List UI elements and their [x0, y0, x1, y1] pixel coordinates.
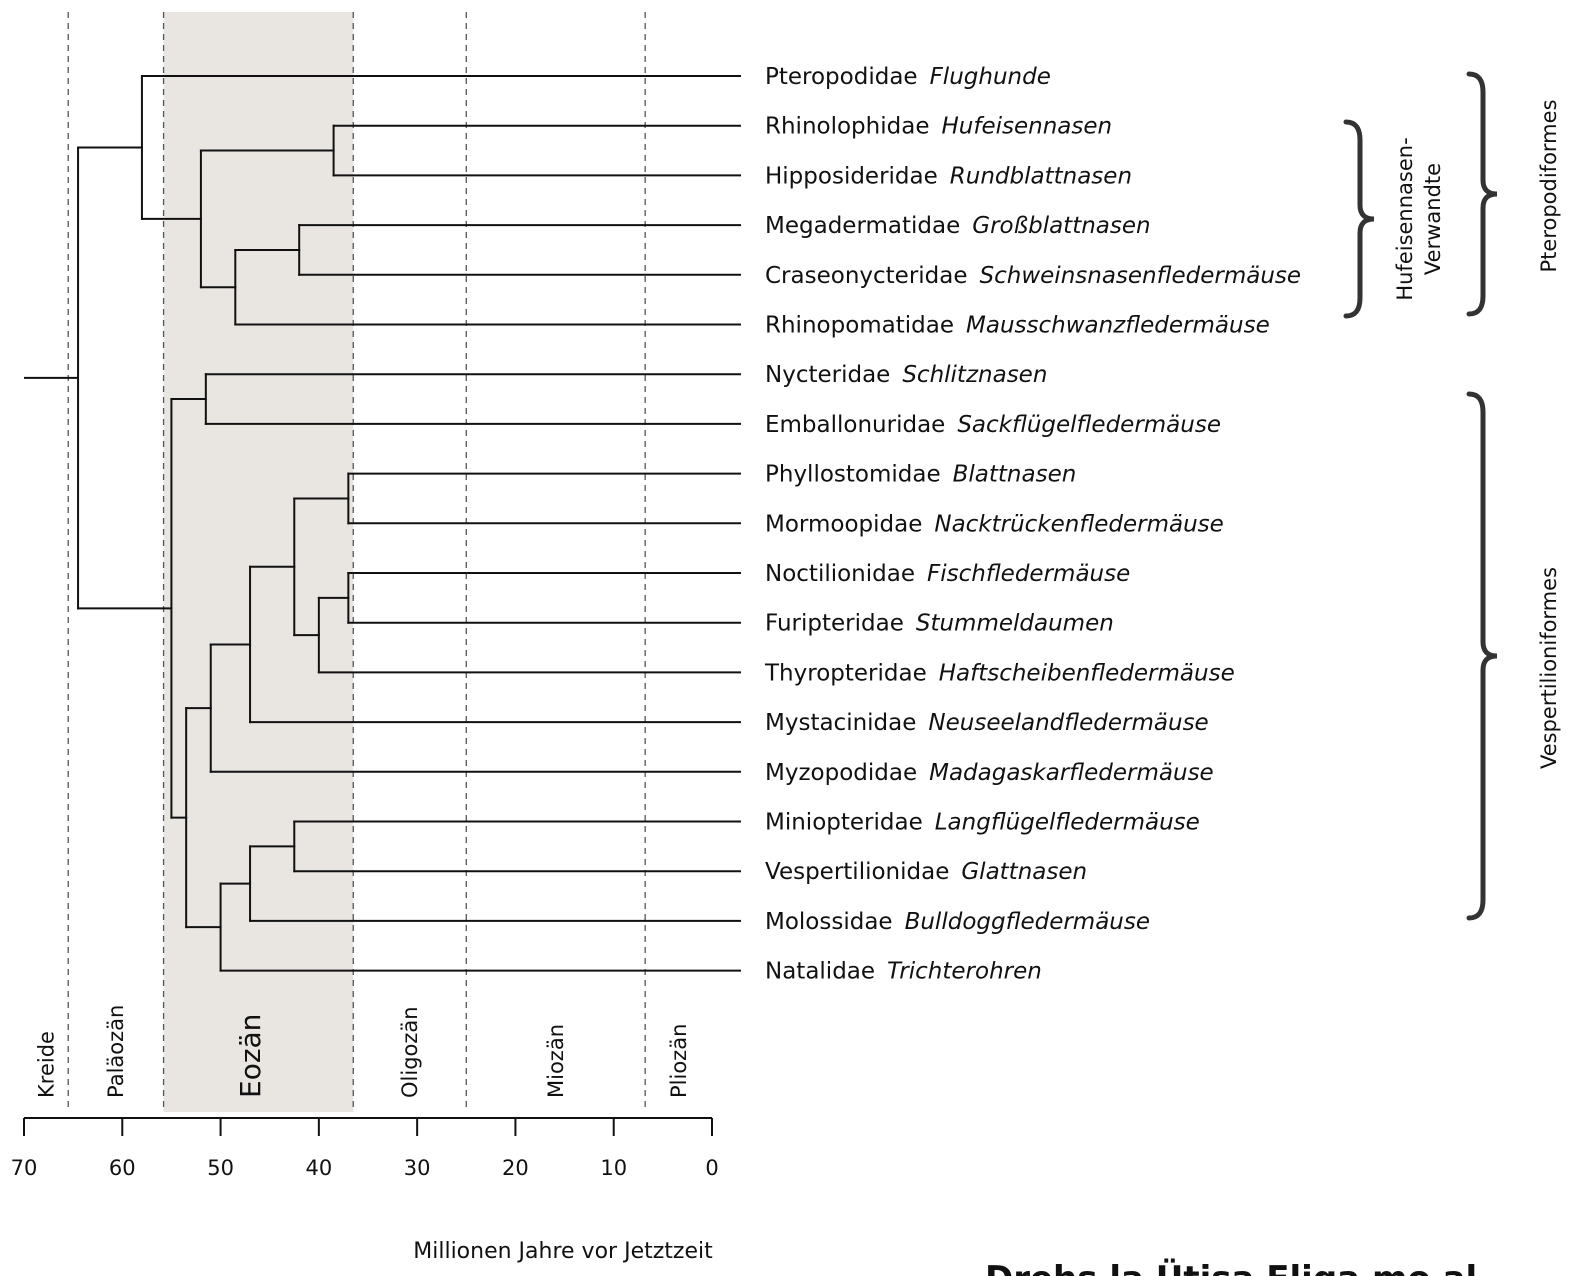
taxon-label: Thyropteridae Haftscheibenfledermäuse	[764, 660, 1235, 686]
pteropodiformes-brace	[1466, 71, 1498, 317]
phylogenetic-tree	[24, 75, 741, 972]
epoch-label-5: Pliozän	[667, 1024, 691, 1098]
epoch-label-2: Eozän	[234, 1014, 267, 1098]
taxon-family-name: Phyllostomidae	[765, 462, 941, 488]
taxon-family-name: Mystacinidae	[765, 710, 916, 736]
taxon-label: Mormoopidae Nacktrückenfledermäuse	[765, 511, 1224, 537]
eocene-shading	[163, 12, 354, 1112]
taxon-family-name: Nycteridae	[765, 362, 890, 388]
epoch-label-4: Miozän	[544, 1024, 568, 1098]
taxon-family-name: Mormoopidae	[765, 511, 922, 537]
taxon-family-name: Molossidae	[765, 909, 893, 935]
taxon-label: Emballonuridae Sackflügelfledermäuse	[765, 412, 1221, 438]
hufeisen-brace	[1343, 119, 1375, 319]
taxon-common-name: Glattnasen	[961, 859, 1087, 885]
axis-tick-label: 50	[207, 1156, 234, 1180]
eocene-band	[163, 12, 354, 1112]
taxon-family-name: Vespertilionidae	[765, 859, 949, 885]
axis-tick-label: 60	[109, 1156, 136, 1180]
taxon-common-name: Mausschwanzfledermäuse	[966, 313, 1270, 339]
taxon-common-name: Langflügelfledermäuse	[935, 810, 1200, 836]
taxon-common-name: Sackflügelfledermäuse	[957, 412, 1221, 438]
taxon-family-name: Rhinolophidae	[765, 114, 929, 140]
taxon-common-name: Hufeisennasen	[941, 114, 1112, 140]
taxon-common-name: Blattnasen	[953, 462, 1077, 488]
taxon-label: Vespertilionidae Glattnasen	[765, 859, 1087, 885]
taxon-family-name: Craseonycteridae	[765, 263, 968, 289]
taxon-label: Craseonycteridae Schweinsnasenfledermäuse	[765, 263, 1301, 289]
taxon-common-name: Stummeldaumen	[916, 611, 1114, 637]
axis-title: Millionen Jahre vor Jetztzeit	[413, 1239, 713, 1264]
taxon-label: Rhinopomatidae Mausschwanzfledermäuse	[765, 313, 1270, 339]
taxon-common-name: Rundblattnasen	[950, 163, 1132, 189]
taxon-family-name: Thyropteridae	[764, 660, 927, 686]
taxon-label: Pteropodidae Flughunde	[765, 64, 1051, 90]
epoch-label-3: Oligozän	[398, 1006, 422, 1098]
taxon-label: Noctilionidae Fischfledermäuse	[765, 561, 1130, 587]
taxon-common-name: Schlitznasen	[902, 362, 1047, 388]
taxon-common-name: Flughunde	[930, 64, 1051, 90]
taxon-family-name: Myzopodidae	[765, 760, 917, 786]
taxon-family-name: Hipposideridae	[765, 163, 938, 189]
taxon-common-name: Bulldoggfledermäuse	[905, 909, 1150, 935]
epoch-label-1: Paläozän	[104, 1005, 128, 1098]
epoch-boundaries	[67, 12, 646, 1112]
axis-tick-label: 70	[11, 1156, 38, 1180]
group-brackets: Hufeisennasen- Verwandte Pteropodiformes Ve…	[1343, 71, 1561, 921]
taxon-family-name: Miniopteridae	[765, 810, 923, 836]
taxon-family-name: Megadermatidae	[765, 213, 960, 239]
taxon-common-name: Trichterohren	[887, 959, 1042, 985]
taxon-family-name: Natalidae	[765, 959, 875, 985]
axis-tick-label: 30	[404, 1156, 431, 1180]
taxon-family-name: Furipteridae	[765, 611, 904, 637]
taxon-common-name: Großblattnasen	[972, 213, 1150, 239]
group-label-hufeisen-1: Hufeisennasen-	[1393, 137, 1417, 300]
taxon-common-name: Neuseelandfledermäuse	[928, 710, 1208, 736]
taxon-family-name: Noctilionidae	[765, 561, 915, 587]
taxon-label: Mystacinidae Neuseelandfledermäuse	[765, 710, 1209, 736]
group-label-hufeisen-2: Verwandte	[1421, 163, 1445, 275]
time-axis: 70 60 50 40 30 20 10 0	[11, 1117, 719, 1180]
taxon-label: Phyllostomidae Blattnasen	[765, 462, 1076, 488]
axis-tick-label: 0	[705, 1156, 718, 1180]
taxon-common-name: Haftscheibenfledermäuse	[939, 660, 1235, 686]
epoch-labels: Kreide Paläozän Eozän Oligozän Miozän Pliozän	[34, 1005, 690, 1098]
taxon-family-name: Emballonuridae	[765, 412, 945, 438]
taxon-label: Furipteridae Stummeldaumen	[765, 611, 1114, 637]
axis-tick-label: 40	[305, 1156, 332, 1180]
taxon-label: Hipposideridae Rundblattnasen	[765, 163, 1132, 189]
vespertilioniformes-brace	[1466, 391, 1498, 921]
taxon-label: Megadermatidae Großblattnasen	[765, 213, 1151, 239]
taxon-label: Nycteridae Schlitznasen	[765, 362, 1047, 388]
axis-tick-label: 20	[502, 1156, 529, 1180]
taxon-family-name: Rhinopomatidae	[765, 313, 954, 339]
taxon-family-name: Pteropodidae	[765, 64, 918, 90]
taxon-common-name: Nacktrückenfledermäuse	[934, 511, 1223, 537]
axis-tick-label: 10	[600, 1156, 627, 1180]
taxon-label: Natalidae Trichterohren	[765, 959, 1042, 985]
taxon-label: Miniopteridae Langflügelfledermäuse	[765, 810, 1200, 836]
taxon-common-name: Madagaskarfledermäuse	[929, 760, 1214, 786]
taxon-common-name: Fischfledermäuse	[927, 561, 1130, 587]
footer-text: Drehs la Ütisa Fliga mo al	[985, 1258, 1477, 1276]
taxon-label: Molossidae Bulldoggfledermäuse	[765, 909, 1150, 935]
group-label-pteropodiformes: Pteropodiformes	[1537, 99, 1561, 272]
taxon-label: Rhinolophidae Hufeisennasen	[765, 114, 1112, 140]
epoch-label-0: Kreide	[34, 1031, 58, 1098]
taxon-label: Myzopodidae Madagaskarfledermäuse	[765, 760, 1214, 786]
taxon-common-name: Schweinsnasenfledermäuse	[980, 263, 1302, 289]
group-label-vespertilioniformes: Vespertilioniformes	[1537, 567, 1561, 769]
